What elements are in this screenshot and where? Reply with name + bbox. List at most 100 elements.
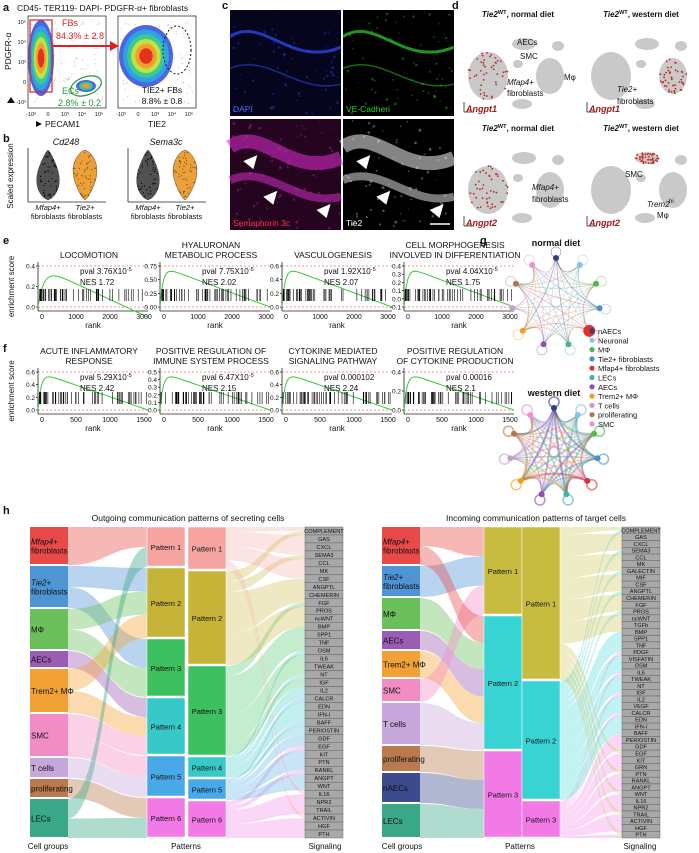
event-dot (68, 79, 70, 81)
cell-dot (141, 164, 143, 166)
expressing-cell (670, 76, 673, 79)
y-tick-label: 0.2 (148, 392, 157, 399)
event-dot (91, 19, 93, 21)
cell-dot (184, 178, 186, 180)
interaction-edge (515, 264, 580, 285)
expressing-cell (487, 165, 490, 167)
signal-flow (560, 814, 622, 833)
x-tick-label: 0 (162, 417, 166, 424)
expressing-cell (496, 73, 499, 75)
speckle (286, 165, 289, 169)
signal-label: PTN (635, 772, 646, 778)
speckle (378, 223, 382, 226)
gsea-title: CELL MORPHOGENESIS (405, 240, 505, 250)
interaction-edge (510, 457, 527, 482)
legend-swatch (589, 328, 595, 334)
expressing-cell (486, 201, 489, 203)
signal-label: GRN (635, 765, 647, 771)
signal-label: TWEAK (314, 665, 334, 671)
speckle (426, 170, 430, 174)
pattern-block (187, 778, 227, 800)
cell-dot (84, 169, 86, 171)
cell-dot (153, 170, 155, 172)
legend-label: Trem2+ MΦ (598, 392, 638, 401)
expressing-cell (494, 205, 497, 208)
cell-dot (149, 187, 151, 189)
cell-dot (76, 173, 78, 175)
event-dot (96, 39, 98, 41)
speckle (448, 13, 451, 17)
pattern-block (483, 526, 523, 615)
expressing-cell (497, 175, 499, 178)
event-dot (167, 24, 169, 26)
x-tick-label: 3000 (136, 314, 152, 321)
cell-group-block (382, 566, 420, 596)
cell-dot (137, 188, 140, 191)
group-label: Tie2+ (76, 203, 96, 212)
nes: NES 2.07 (324, 278, 359, 287)
expressing-cell (674, 87, 677, 90)
expressing-cell (491, 203, 494, 206)
x-tick-label: 0 (406, 314, 410, 321)
x-tick-label: 1000 (346, 417, 362, 424)
event-dot (67, 36, 69, 38)
group-flow (68, 691, 147, 736)
speckle (393, 196, 396, 198)
cell-dot (73, 172, 75, 174)
expressing-cell (665, 71, 667, 74)
expressing-cell (674, 61, 677, 64)
interaction-edge (531, 264, 569, 345)
pval: pval 6.47X10-5 (202, 373, 254, 382)
y-tick-label: 0.4 (270, 277, 279, 284)
speckle (376, 26, 379, 29)
speckle (441, 78, 444, 80)
signal-flow (560, 817, 622, 835)
pattern-label: Pattern 4 (151, 723, 181, 732)
speckle (370, 209, 372, 211)
event-dot (85, 68, 87, 70)
signal-flow (560, 682, 622, 761)
legend-label: proliferating (598, 411, 637, 420)
speckle (435, 90, 437, 93)
cell-dot (182, 172, 184, 174)
expressing-cell (490, 66, 493, 69)
event-dot (97, 23, 99, 25)
cell-dot (183, 165, 185, 167)
expressing-cell (668, 58, 671, 61)
signal-label: COMPLEMENT (621, 528, 661, 534)
marker-gene: Angpt2 (465, 218, 497, 228)
speckle (412, 15, 415, 18)
expressing-cell (479, 89, 482, 91)
group-flow (68, 587, 147, 668)
signal-label: EDN (318, 704, 330, 710)
event-dot (188, 84, 190, 86)
speckle (277, 196, 280, 199)
speckle (438, 40, 440, 43)
interaction-edge (574, 414, 595, 436)
event-dot (123, 80, 125, 82)
gsea-title: OF CYTOKINE PRODUCTION (397, 356, 514, 366)
cell-dot (193, 161, 196, 163)
cell-group-label: Tie2+ (31, 579, 51, 588)
signal-flow (226, 626, 305, 686)
x-axis-label: rank (207, 424, 224, 433)
event-dot (85, 101, 87, 103)
speckle (324, 88, 327, 91)
violin (136, 149, 160, 201)
speckle (238, 42, 240, 44)
speckle (239, 187, 242, 190)
cell-group-label: MΦ (383, 610, 396, 619)
signal-flow (560, 655, 622, 738)
cell-dot (43, 191, 45, 194)
expressing-cell (494, 173, 497, 176)
interaction-edge (510, 456, 598, 459)
signal-flow (560, 716, 622, 789)
signal-flow (560, 672, 622, 835)
cell-dot (136, 176, 139, 179)
cell-dot (145, 154, 147, 156)
cell-dot (155, 178, 157, 180)
y-tick-label: 10⁴ (18, 39, 27, 46)
signal-flow (226, 590, 305, 624)
y-tick-label: 0.4 (148, 377, 157, 384)
network-node (519, 327, 526, 334)
